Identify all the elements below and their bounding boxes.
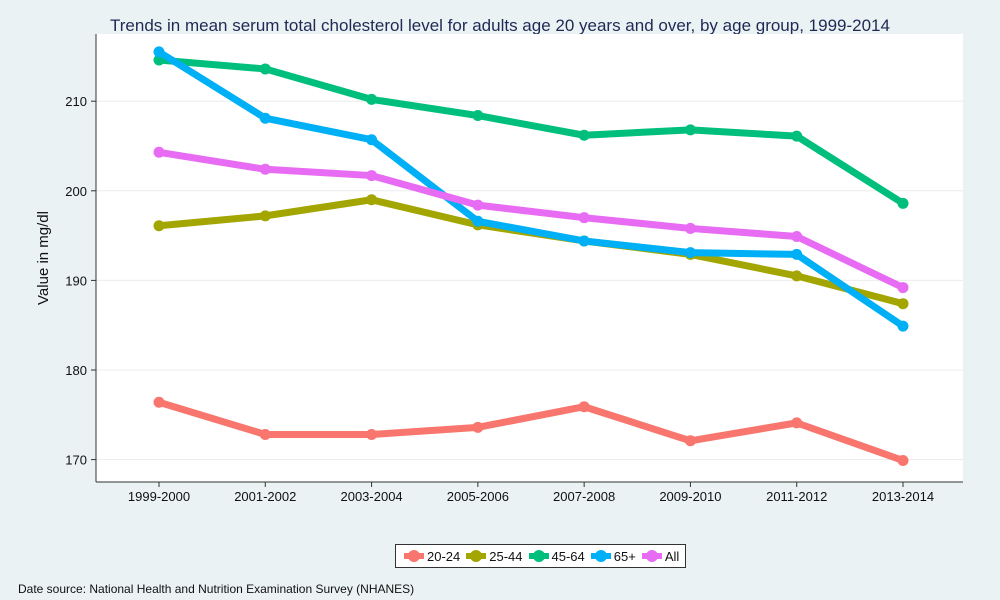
legend-label: 20-24 [427, 548, 461, 564]
data-point [578, 235, 590, 247]
y-tick-label: 210 [65, 94, 87, 109]
series-line [155, 148, 907, 292]
chart-title: Trends in mean serum total cholesterol l… [110, 16, 890, 35]
legend-item: 65+ [590, 548, 636, 564]
legend-swatch [404, 550, 424, 562]
data-point [578, 212, 590, 224]
legend-item: 20-24 [404, 549, 460, 564]
axes: 170 180 190 200 210 1999-2000 2001-2002 2003-20… [65, 34, 963, 504]
data-point [472, 199, 484, 211]
data-point [366, 93, 378, 105]
y-tick-label: 200 [65, 184, 87, 199]
data-point [684, 435, 696, 447]
y-tick-label: 190 [65, 273, 87, 288]
data-point [578, 401, 590, 413]
series-line [155, 48, 907, 330]
data-point [259, 163, 271, 175]
legend-swatch [641, 550, 662, 562]
x-tick-label: 2009-2010 [659, 489, 721, 504]
series-All [153, 146, 909, 294]
data-point [366, 134, 378, 146]
x-tick-label: 2013-2014 [872, 489, 934, 504]
data-point [897, 298, 909, 310]
y-axis-label: Value in mg/dl [35, 211, 52, 305]
series-lines [153, 46, 909, 466]
legend-swatch [528, 550, 549, 562]
data-point [578, 129, 590, 141]
x-tick-label: 2011-2012 [766, 489, 827, 504]
data-point [897, 197, 909, 209]
series-line [155, 398, 907, 464]
data-point [791, 417, 803, 429]
data-point [153, 146, 165, 158]
data-point [472, 421, 484, 433]
series-20-24 [153, 396, 909, 466]
legend-item: All [641, 548, 680, 564]
legend: 20-24 25-44 45-64 65+ All [395, 544, 687, 568]
plot-area-background [96, 34, 963, 482]
data-point [153, 220, 165, 232]
x-tick-label: 2003-2004 [340, 489, 402, 504]
data-point [472, 215, 484, 227]
data-point [153, 396, 165, 408]
data-point [684, 247, 696, 259]
x-tick-label: 2007-2008 [553, 489, 615, 504]
data-point [791, 270, 803, 282]
data-point [791, 230, 803, 242]
data-point [684, 124, 696, 136]
data-point [366, 429, 378, 441]
data-point [897, 454, 909, 466]
data-point [897, 320, 909, 332]
x-tick-label: 2005-2006 [447, 489, 509, 504]
data-point [366, 170, 378, 182]
x-tick-label: 1999-2000 [128, 489, 190, 504]
data-point [791, 130, 803, 142]
legend-item: 25-44 [466, 548, 523, 564]
data-point [259, 429, 271, 441]
legend-swatch [466, 550, 487, 562]
y-tick-label: 170 [65, 453, 87, 468]
legend-swatch [590, 550, 611, 562]
data-point [897, 282, 909, 294]
source-note: Date source: National Health and Nutriti… [18, 582, 415, 596]
series-line [155, 56, 907, 207]
y-tick-label: 180 [65, 363, 87, 378]
data-point [366, 194, 378, 206]
legend-label: 25-44 [489, 548, 523, 564]
legend-item: 45-64 [528, 548, 585, 564]
data-point [791, 248, 803, 260]
data-point [259, 210, 271, 222]
legend-label: 45-64 [551, 548, 585, 564]
data-point [259, 63, 271, 75]
series-65+ [153, 46, 909, 332]
data-point [472, 110, 484, 122]
data-point [684, 222, 696, 234]
data-point [259, 112, 271, 124]
legend-label: 65+ [613, 548, 636, 564]
data-point [153, 46, 165, 58]
x-tick-label: 2001-2002 [234, 489, 296, 504]
legend-label: All [664, 548, 680, 564]
